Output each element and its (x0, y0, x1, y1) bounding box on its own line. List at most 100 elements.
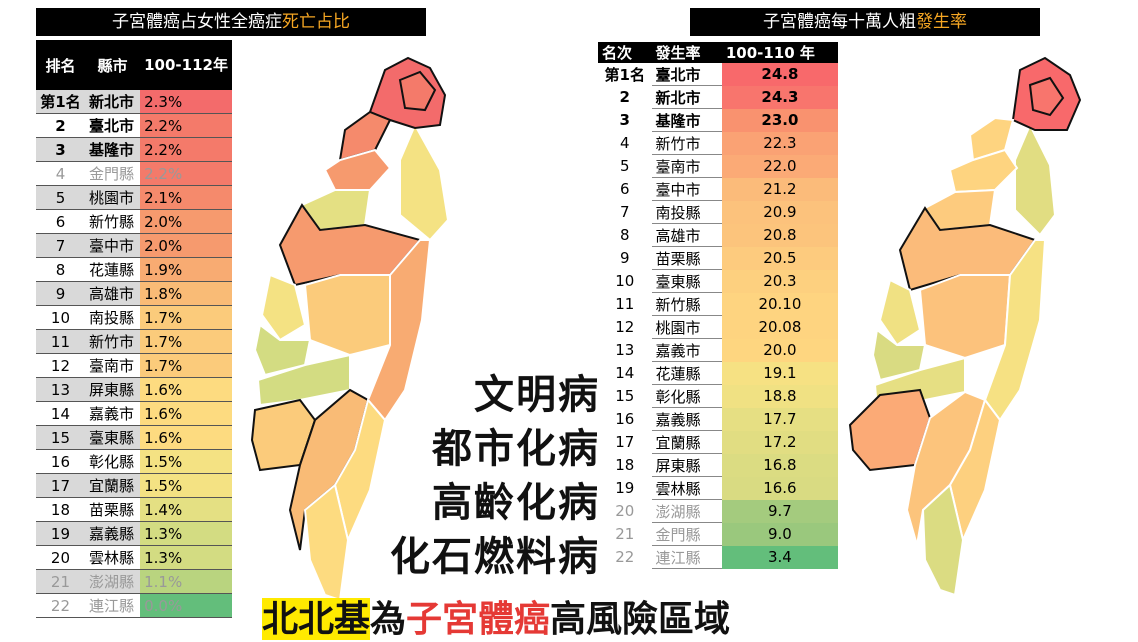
right-row: 9 苗栗縣 20.5 (598, 246, 838, 270)
right-value: 17.2 (721, 430, 838, 454)
right-row: 22 連江縣 3.4 (598, 545, 838, 569)
left-rank: 21 (36, 569, 85, 594)
right-header-county: 發生率 (651, 42, 722, 63)
right-county: 臺東縣 (651, 269, 722, 293)
left-rank: 11 (36, 329, 85, 354)
left-county: 新竹縣 (84, 209, 141, 234)
right-rank: 16 (615, 410, 635, 428)
left-chart-title: 子宮體癌占女性全癌症死亡占比 (36, 8, 426, 36)
left-rank: 22 (36, 593, 85, 618)
right-rank: 15 (615, 387, 635, 405)
left-rank: 6 (36, 209, 85, 234)
left-county: 基隆市 (84, 137, 141, 162)
left-value: 1.7% (140, 353, 232, 378)
right-county: 苗栗縣 (651, 246, 722, 270)
left-row: 14 嘉義市 1.6% (36, 401, 232, 426)
right-rank: 22 (615, 548, 635, 566)
left-county: 南投縣 (84, 305, 141, 330)
map-r-nantou (918, 274, 1012, 360)
left-value: 1.3% (140, 521, 232, 546)
left-rank: 9 (36, 281, 85, 306)
right-rank: 17 (615, 433, 635, 451)
right-rank: 2 (619, 88, 630, 106)
left-rank: 7 (36, 233, 85, 258)
right-county: 南投縣 (651, 200, 722, 224)
right-rank: 9 (619, 249, 630, 267)
right-row: 18 屏東縣 16.8 (598, 453, 838, 477)
left-value: 2.0% (140, 209, 232, 234)
right-rank: 14 (615, 364, 635, 382)
right-rank: 第1名 (604, 65, 645, 84)
right-county: 新北市 (651, 85, 722, 109)
conclusion-banner: 北北基為子宮體癌高風險區域 (262, 598, 731, 640)
right-value: 3.4 (721, 545, 838, 569)
left-value: 1.5% (140, 449, 232, 474)
left-county: 連江縣 (84, 593, 141, 618)
left-county: 高雄市 (84, 281, 141, 306)
left-row: 21 澎湖縣 1.1% (36, 569, 232, 594)
right-value: 23.0 (721, 108, 838, 132)
right-row: 11 新竹縣 20.10 (598, 292, 838, 316)
left-rank: 5 (36, 185, 85, 210)
right-value: 20.9 (721, 200, 838, 224)
right-row: 4 新竹市 22.3 (598, 131, 838, 155)
map-r-keelung-ring (1028, 76, 1065, 117)
left-value: 1.7% (140, 329, 232, 354)
left-taiwan-map (250, 56, 450, 602)
left-rank: 14 (36, 401, 85, 426)
right-row: 14 花蓮縣 19.1 (598, 361, 838, 385)
right-value: 9.7 (721, 499, 838, 523)
right-county: 高雄市 (651, 223, 722, 247)
left-county: 嘉義縣 (84, 521, 141, 546)
right-value: 20.10 (721, 292, 838, 316)
left-value: 1.6% (140, 425, 232, 450)
right-value: 20.0 (721, 338, 838, 362)
right-county: 彰化縣 (651, 384, 722, 408)
right-rank: 10 (615, 272, 635, 290)
left-value: 1.9% (140, 257, 232, 282)
right-row: 19 雲林縣 16.6 (598, 476, 838, 500)
left-county: 花蓮縣 (84, 257, 141, 282)
right-county: 雲林縣 (651, 476, 722, 500)
right-county: 連江縣 (651, 545, 722, 569)
map-r-changhua (878, 278, 922, 347)
left-value: 2.1% (140, 185, 232, 210)
left-rank: 19 (36, 521, 85, 546)
right-rank: 13 (615, 341, 635, 359)
right-county: 宜蘭縣 (651, 430, 722, 454)
left-county: 金門縣 (84, 161, 141, 186)
left-row: 第1名 新北市 2.3% (36, 90, 232, 114)
right-rank: 4 (619, 134, 630, 152)
right-header-rank: 名次 (598, 42, 652, 63)
right-taiwan-map (848, 56, 1082, 597)
left-county: 屏東縣 (84, 377, 141, 402)
left-row: 4 金門縣 2.2% (36, 161, 232, 186)
right-row: 12 桃園市 20.08 (598, 315, 838, 339)
right-row: 10 臺東縣 20.3 (598, 269, 838, 293)
map-changhua (260, 273, 307, 342)
right-county: 桃園市 (651, 315, 722, 339)
map-keelung-ring (398, 70, 437, 112)
right-row: 17 宜蘭縣 17.2 (598, 430, 838, 454)
left-county: 臺東縣 (84, 425, 141, 450)
right-value: 20.5 (721, 246, 838, 270)
right-county: 臺北市 (651, 63, 722, 86)
left-row: 7 臺中市 2.0% (36, 233, 232, 258)
right-rank: 18 (615, 456, 635, 474)
right-row: 21 金門縣 9.0 (598, 522, 838, 546)
right-row: 16 嘉義縣 17.7 (598, 407, 838, 431)
right-row: 8 高雄市 20.8 (598, 223, 838, 247)
left-county: 桃園市 (84, 185, 141, 210)
left-rank: 第1名 (36, 90, 85, 114)
right-row: 第1名 臺北市 24.8 (598, 63, 838, 86)
slogan-1: 文明病 (474, 372, 600, 418)
left-row: 17 宜蘭縣 1.5% (36, 473, 232, 498)
left-row: 8 花蓮縣 1.9% (36, 257, 232, 282)
right-value: 19.1 (721, 361, 838, 385)
left-row: 3 基隆市 2.2% (36, 137, 232, 162)
right-row: 7 南投縣 20.9 (598, 200, 838, 224)
map-r-pingtung (921, 483, 965, 597)
right-county: 嘉義市 (651, 338, 722, 362)
right-rank: 3 (619, 111, 630, 129)
left-value: 1.7% (140, 305, 232, 330)
